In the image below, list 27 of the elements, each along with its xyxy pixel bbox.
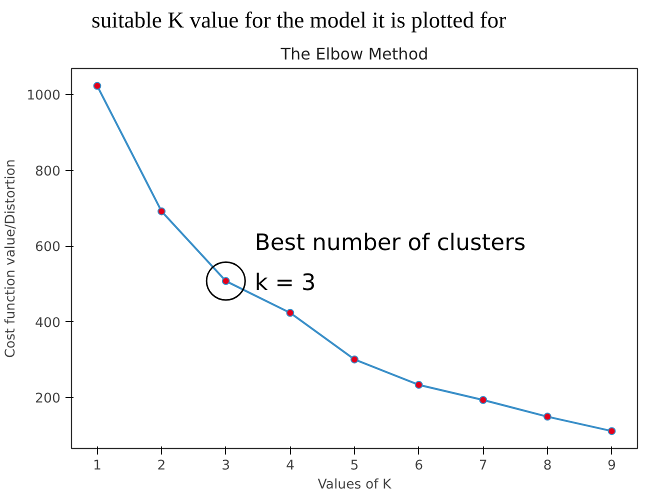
x-tick-label: 7 [478,458,488,474]
point [286,308,294,317]
x-tick-label: 5 [350,458,359,474]
x-tick-label: 8 [543,458,552,474]
y-tick-label: 200 [35,392,61,407]
x-tick-label: 6 [414,458,424,474]
y-tick-label: 400 [35,316,61,331]
text: suitable K value for the model it is plotted for [92,8,507,32]
x-tick-label: 2 [157,458,166,474]
x-axis-title: Values of K [318,478,393,492]
y-tick-label: 600 [35,240,61,256]
x-tick-label: 3 [222,458,230,474]
point [608,427,616,436]
point [93,82,102,90]
annotation: Best number of clusters k = 3 [254,230,526,296]
chart-title: The Elbow Method [280,44,428,64]
point [543,412,552,421]
x-tick-label: 1 [92,458,102,474]
x-tick-label: 4 [286,458,294,474]
point [479,396,488,404]
point [414,380,423,389]
y-tick-label: 1000 [26,88,61,104]
y-tick-label: 800 [35,164,61,180]
point [158,207,166,216]
point [350,355,358,364]
y-axis-title: Cost function value/Distortion [4,159,19,358]
x-tick-label: 9 [608,458,616,474]
